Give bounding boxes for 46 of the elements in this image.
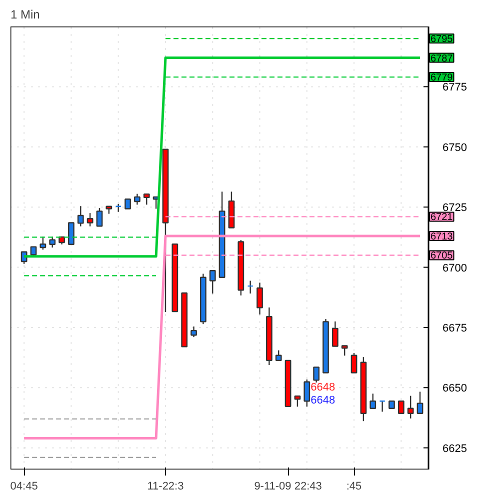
candlestick bbox=[247, 280, 254, 294]
candlestick bbox=[350, 352, 358, 374]
candlestick bbox=[407, 395, 414, 420]
candlestick bbox=[77, 206, 84, 227]
annotation: 6648 bbox=[310, 381, 336, 394]
candlestick bbox=[49, 236, 56, 248]
candlestick bbox=[134, 193, 140, 206]
y-tick-label: 6650 bbox=[442, 382, 467, 395]
candlestick bbox=[370, 393, 376, 409]
x-tick-label: 9-11-09 22:43 bbox=[254, 480, 322, 492]
candlestick bbox=[124, 198, 131, 210]
annotation: 6648 bbox=[310, 394, 336, 407]
candlestick bbox=[115, 203, 122, 212]
candlestick bbox=[313, 366, 320, 384]
candlestick bbox=[275, 350, 282, 362]
x-tick-label: 11-22:3 bbox=[147, 480, 184, 492]
y-tick-label: 6775 bbox=[442, 82, 467, 94]
candlestick bbox=[256, 282, 263, 316]
candlestick bbox=[304, 378, 310, 408]
x-tick-label: 04:45 bbox=[10, 480, 38, 492]
candlestick bbox=[398, 400, 404, 414]
candlestick bbox=[190, 326, 197, 338]
chart-title: 1 Min bbox=[10, 8, 40, 22]
y-tick-label: 6625 bbox=[442, 442, 467, 455]
candlestick bbox=[416, 391, 424, 414]
y-tick-label: 6750 bbox=[442, 142, 467, 154]
candlestick bbox=[294, 395, 301, 408]
candlestick bbox=[379, 400, 386, 412]
candlestick bbox=[143, 193, 150, 206]
data-label: 6705 bbox=[430, 250, 454, 262]
data-label: 6721 bbox=[430, 212, 454, 224]
candlestick bbox=[86, 212, 94, 227]
y-tick-label: 6700 bbox=[442, 262, 467, 274]
y-tick-label: 6725 bbox=[442, 202, 467, 214]
data-label: 6795 bbox=[430, 34, 454, 46]
candlestick bbox=[332, 320, 338, 347]
data-label: 6779 bbox=[430, 72, 454, 84]
y-tick-label: 6675 bbox=[442, 322, 467, 334]
candlestick bbox=[68, 222, 74, 245]
data-label: 6713 bbox=[430, 231, 454, 242]
candlestick bbox=[209, 270, 216, 294]
candlestick bbox=[341, 345, 348, 356]
candlestick bbox=[40, 236, 46, 250]
data-label: 6787 bbox=[430, 53, 454, 64]
candlestick bbox=[96, 207, 103, 227]
x-tick-label: :45 bbox=[346, 480, 362, 492]
